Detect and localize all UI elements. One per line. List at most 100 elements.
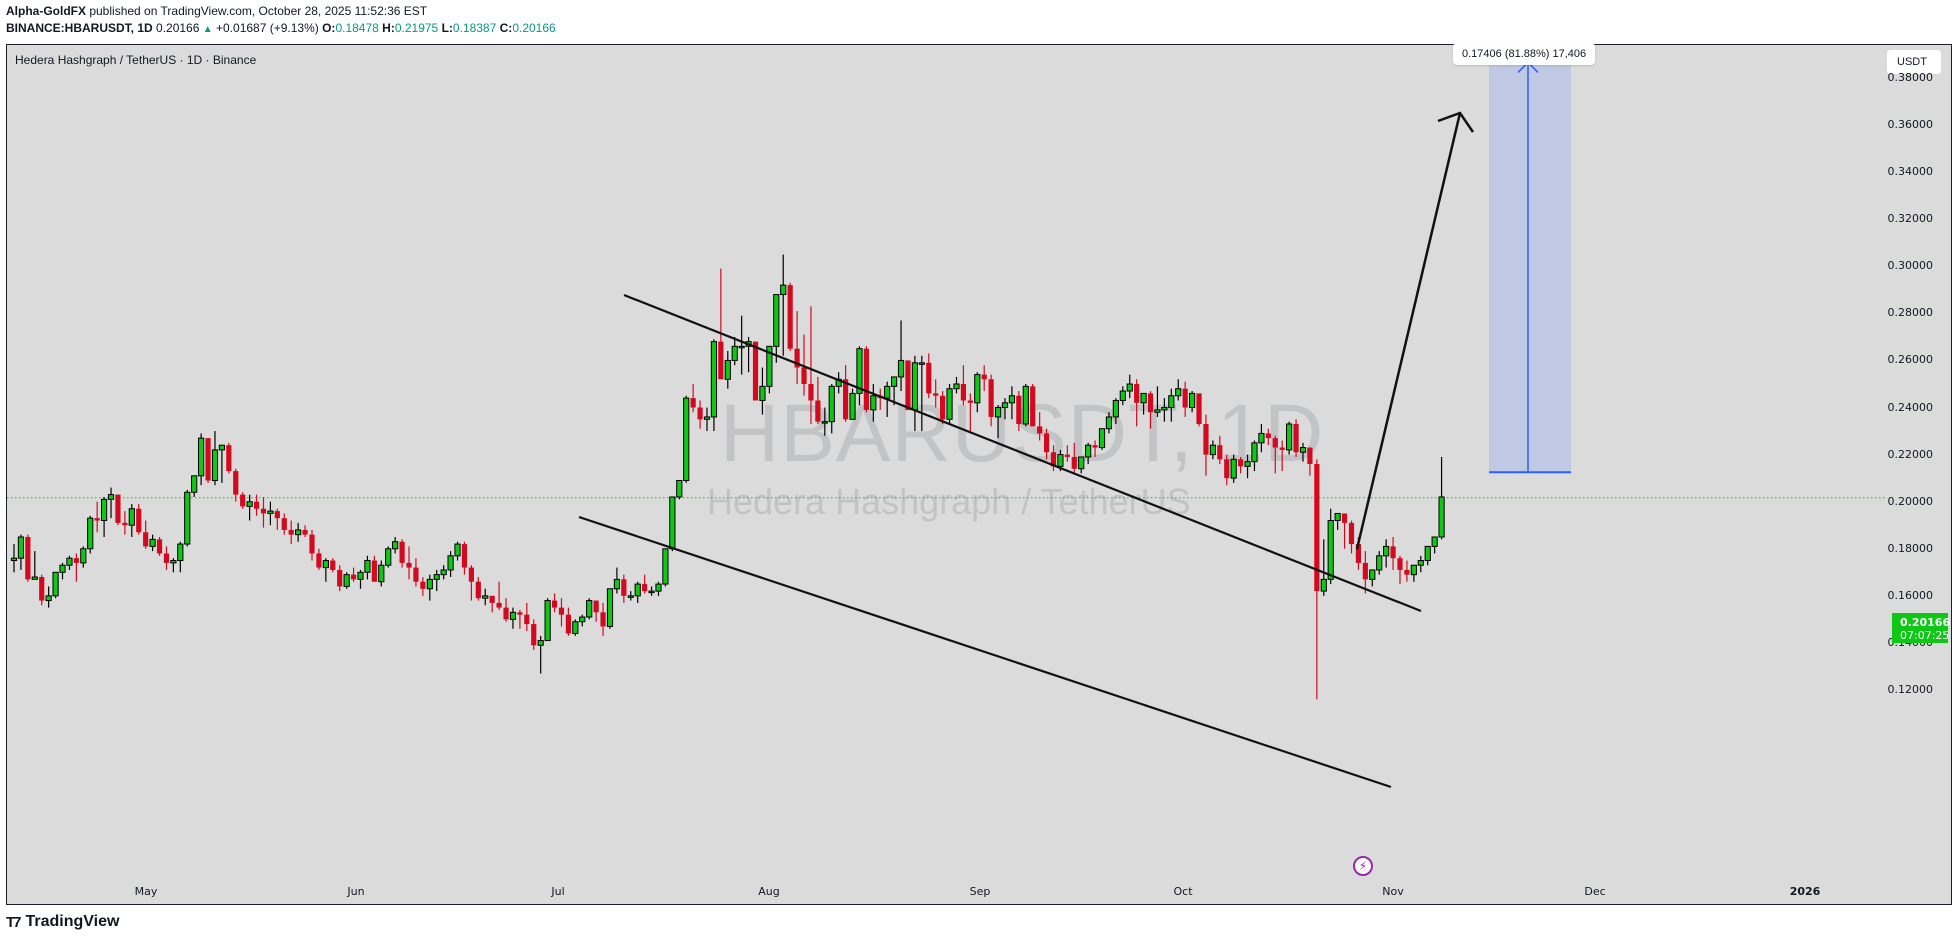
candle bbox=[288, 520, 294, 545]
candle bbox=[1224, 454, 1230, 486]
candle bbox=[1050, 445, 1057, 472]
candle bbox=[710, 339, 718, 432]
candle bbox=[856, 346, 863, 406]
candle bbox=[1037, 412, 1043, 441]
chart-panel[interactable]: HBARUSDT, 1D Hedera Hashgraph / TetherUS… bbox=[6, 43, 1953, 906]
candle bbox=[392, 536, 399, 554]
candle bbox=[1293, 419, 1299, 457]
time-axis-label: 2026 bbox=[1789, 885, 1821, 898]
candle bbox=[794, 311, 800, 384]
candle bbox=[531, 619, 537, 650]
candle bbox=[926, 353, 932, 399]
candle bbox=[669, 496, 676, 552]
candle bbox=[364, 555, 371, 580]
candle bbox=[933, 379, 939, 408]
candle bbox=[420, 577, 426, 596]
candle bbox=[843, 365, 849, 422]
candle bbox=[233, 468, 239, 502]
price-axis-label: 0.18000 bbox=[1887, 541, 1934, 555]
candle bbox=[1203, 414, 1209, 476]
candle bbox=[1279, 440, 1285, 472]
brand-name: TradingView bbox=[25, 913, 120, 930]
price-axis-label: 0.38000 bbox=[1887, 71, 1934, 84]
candle bbox=[572, 619, 579, 636]
candle bbox=[1272, 435, 1278, 474]
candlestick-chart[interactable] bbox=[7, 45, 1953, 906]
candle bbox=[163, 546, 170, 570]
candle bbox=[808, 306, 814, 425]
candle bbox=[517, 609, 523, 629]
candle bbox=[586, 598, 593, 620]
candle bbox=[697, 400, 703, 429]
candle bbox=[960, 365, 967, 406]
candle bbox=[17, 534, 25, 570]
time-axis-label: Oct bbox=[1173, 885, 1193, 898]
time-axis-label: Jun bbox=[347, 885, 365, 898]
candle bbox=[1286, 421, 1293, 455]
candle bbox=[606, 588, 614, 629]
candle bbox=[600, 602, 606, 636]
candle bbox=[773, 294, 780, 363]
candle bbox=[489, 595, 495, 613]
candle bbox=[863, 346, 869, 413]
candle bbox=[828, 383, 835, 434]
symbol-line: BINANCE:HBARUSDT, 1D bbox=[6, 21, 153, 35]
candle bbox=[1182, 381, 1188, 417]
candle bbox=[426, 574, 433, 601]
channel-trendline[interactable] bbox=[623, 293, 1422, 613]
channel-trendline[interactable] bbox=[578, 515, 1392, 789]
candle bbox=[655, 581, 662, 596]
lightning-event-icon[interactable]: ⚡ bbox=[1353, 856, 1373, 876]
candle bbox=[1189, 391, 1196, 413]
candle bbox=[1064, 445, 1070, 462]
candle bbox=[724, 351, 731, 389]
price-axis-label: 0.34000 bbox=[1887, 165, 1934, 179]
candle bbox=[565, 607, 571, 636]
candle bbox=[1410, 564, 1417, 582]
candle bbox=[801, 334, 807, 396]
price-change: +0.01687 (+9.13%) bbox=[216, 21, 319, 35]
candle bbox=[1362, 551, 1368, 594]
candle bbox=[45, 586, 52, 608]
candle bbox=[1307, 447, 1313, 476]
candle bbox=[191, 475, 198, 497]
price-axis-label: 0.12000 bbox=[1887, 682, 1934, 696]
last-price-tag: 0.20166 07:07:25 bbox=[1892, 613, 1950, 643]
candle bbox=[177, 541, 184, 573]
candle bbox=[52, 571, 59, 599]
candle bbox=[593, 600, 599, 622]
price-range-box[interactable] bbox=[1489, 62, 1571, 473]
candle bbox=[1168, 388, 1175, 422]
price-axis-label: 0.26000 bbox=[1887, 353, 1934, 367]
candle bbox=[1397, 555, 1403, 585]
price-axis-label: 0.30000 bbox=[1887, 259, 1934, 273]
candle bbox=[1320, 539, 1327, 596]
time-axis-label: Jul bbox=[551, 885, 565, 898]
candle bbox=[509, 607, 517, 629]
price-axis-label: 0.20000 bbox=[1887, 494, 1934, 508]
currency-button[interactable]: USDT bbox=[1887, 50, 1941, 74]
candle bbox=[870, 383, 877, 422]
candle bbox=[316, 548, 322, 570]
candle bbox=[911, 355, 918, 432]
candle bbox=[662, 548, 669, 587]
candle bbox=[974, 372, 981, 413]
author-name[interactable]: Alpha-GoldFX bbox=[6, 4, 86, 18]
candle bbox=[1071, 442, 1077, 474]
candle bbox=[1383, 539, 1390, 568]
candle bbox=[330, 558, 336, 573]
breakout-arrow[interactable] bbox=[1355, 112, 1462, 550]
candle bbox=[461, 541, 468, 575]
candle bbox=[1112, 398, 1119, 425]
candle bbox=[128, 504, 135, 537]
candle bbox=[322, 558, 329, 582]
candle bbox=[918, 355, 925, 432]
candle bbox=[1140, 392, 1147, 415]
low-label: L: bbox=[441, 21, 453, 35]
candle bbox=[537, 635, 544, 674]
watermark-symbol: HBARUSDT, 1D bbox=[720, 388, 1325, 479]
candle bbox=[454, 541, 461, 561]
footer-brand: T7 TradingView bbox=[6, 913, 119, 931]
candle bbox=[475, 577, 481, 601]
candle bbox=[253, 494, 260, 516]
